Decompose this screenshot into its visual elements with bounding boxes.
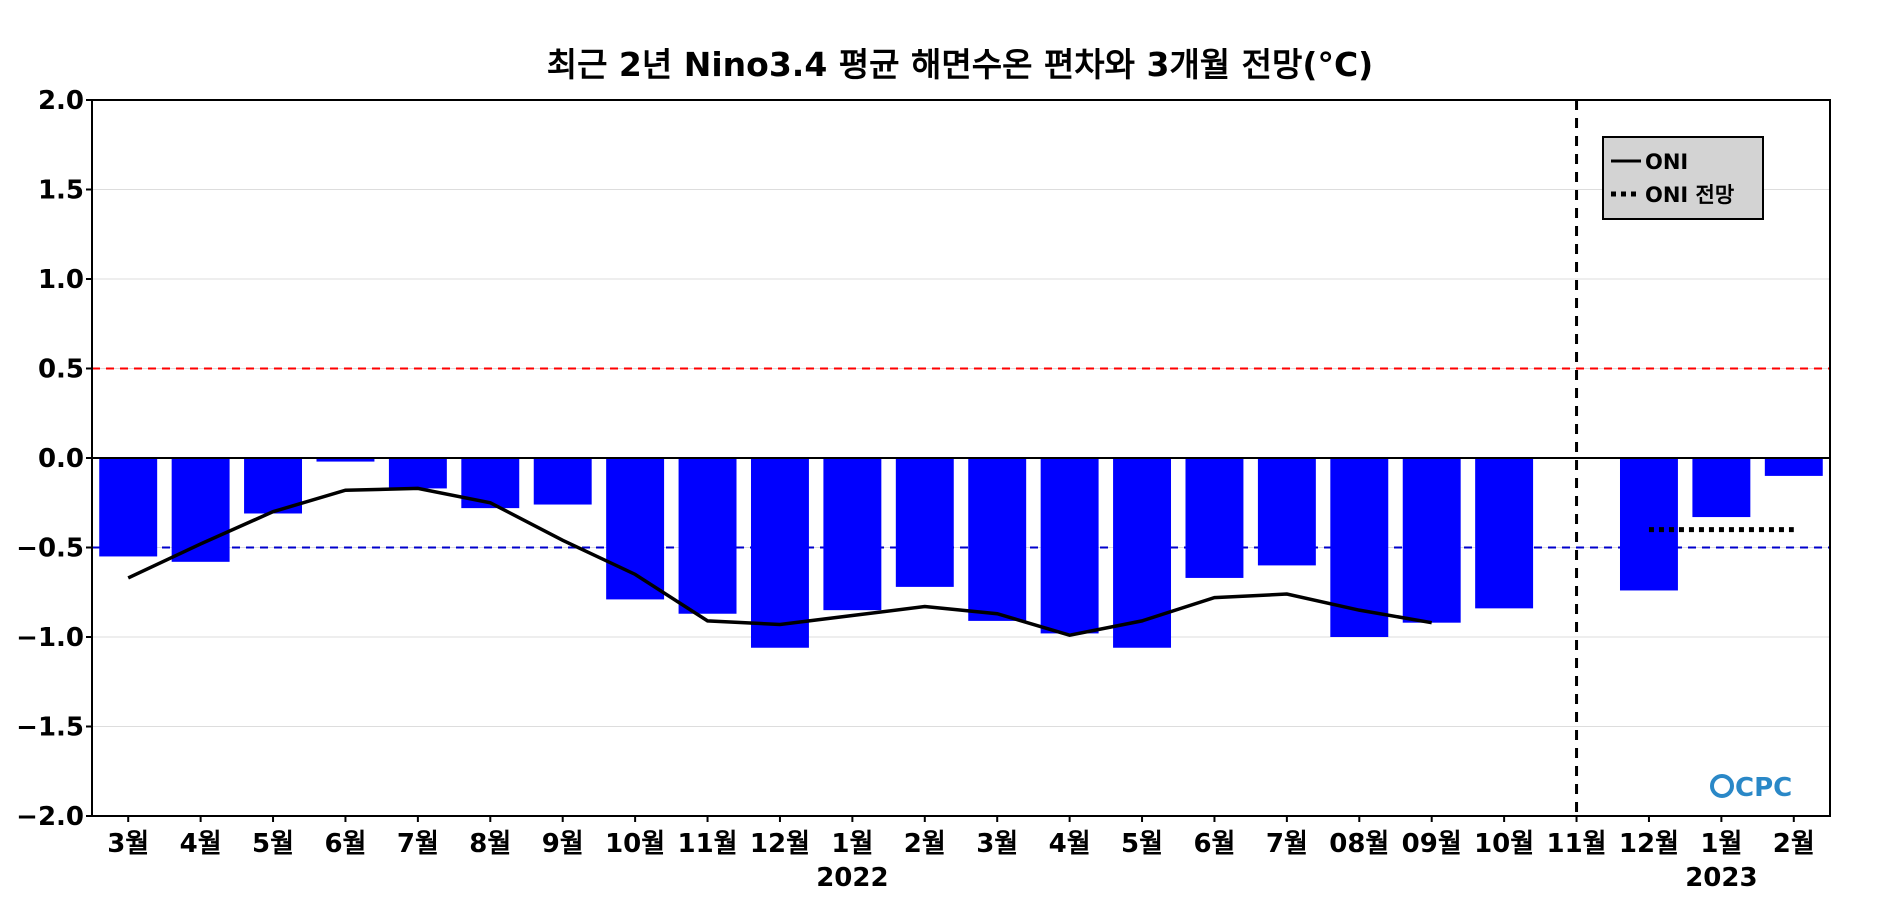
x-tick-label: 1월 [831,829,873,859]
bar [1619,458,1678,591]
bar [823,458,882,611]
x-tick-label: 2월 [1773,829,1815,859]
legend-label: ONI 전망 [1645,183,1734,207]
x-tick-label: 09월 [1402,829,1462,859]
bar [533,458,592,505]
legend-label: ONI [1645,150,1688,174]
bar [1764,458,1823,476]
bar [678,458,737,614]
x-axis: 3월 4월 5월 6월 7월 8월 9월 10월 11월 12월 1월 2월 3월 4월 5월 6월 7월 08월… [107,816,1815,893]
y-tick-label: 0.0 [38,444,84,474]
bar [1692,458,1751,518]
bar [316,458,375,462]
bar [1040,458,1099,634]
x-tick-label: 5월 [1121,829,1163,859]
year-label: 2022 [816,863,888,893]
x-tick-label: 6월 [1193,829,1235,859]
x-tick-label: 7월 [1266,829,1308,859]
y-tick-label: −1.5 [16,713,84,743]
x-tick-label: 11월 [1546,829,1606,859]
cpc-logo: CPC [1710,773,1792,803]
x-tick-label: 6월 [324,829,366,859]
x-tick-label: 12월 [750,829,810,859]
y-axis: 2.0 1.5 1.0 0.5 0.0 −0.5 −1.0 −1.5 −2.0 [16,86,92,832]
x-tick-label: 3월 [107,829,149,859]
bar [1402,458,1461,623]
x-tick-label: 7월 [397,829,439,859]
x-tick-label: 4월 [180,829,222,859]
y-tick-label: −0.5 [16,534,84,564]
logo-globe-icon [1710,774,1734,798]
oni-line [127,486,1433,638]
plot-frame [91,99,1831,817]
x-tick-label: 3월 [976,829,1018,859]
bar [99,458,158,557]
x-tick-label: 11월 [677,829,737,859]
x-tick-label: 10월 [605,829,665,859]
x-tick-label: 1월 [1700,829,1742,859]
x-tick-label: 12월 [1619,829,1679,859]
year-label: 2023 [1685,863,1757,893]
x-tick-label: 4월 [1049,829,1091,859]
bar-series [99,458,1823,648]
x-tick-label: 08월 [1329,829,1389,859]
bar [606,458,665,600]
y-tick-label: −1.0 [16,623,84,653]
legend: ONI ONI 전망 [1602,136,1764,220]
bar [1185,458,1244,578]
bar [171,458,230,562]
y-tick-label: 1.5 [38,176,84,206]
bar [895,458,954,587]
x-tick-label: 5월 [252,829,294,859]
bar [968,458,1027,621]
bar [1475,458,1534,609]
bar [388,458,447,489]
chart-title: 최근 2년 Nino3.4 평균 해면수온 편차와 3개월 전망(°C) [547,45,1374,84]
line-series [92,100,1830,816]
x-tick-label: 2월 [904,829,946,859]
y-tick-label: 1.0 [38,265,84,295]
x-tick-label: 10월 [1474,829,1534,859]
bar [750,458,809,648]
x-tick-label: 8월 [469,829,511,859]
y-tick-label: 0.5 [38,355,84,385]
x-tick-label: 9월 [542,829,584,859]
legend-box [1602,136,1764,220]
reference-lines [92,367,1830,549]
y-tick-label: 2.0 [38,86,84,116]
y-tick-label: −2.0 [16,802,84,832]
bar [461,458,520,509]
bar [1257,458,1316,566]
logo-text: CPC [1735,773,1792,803]
